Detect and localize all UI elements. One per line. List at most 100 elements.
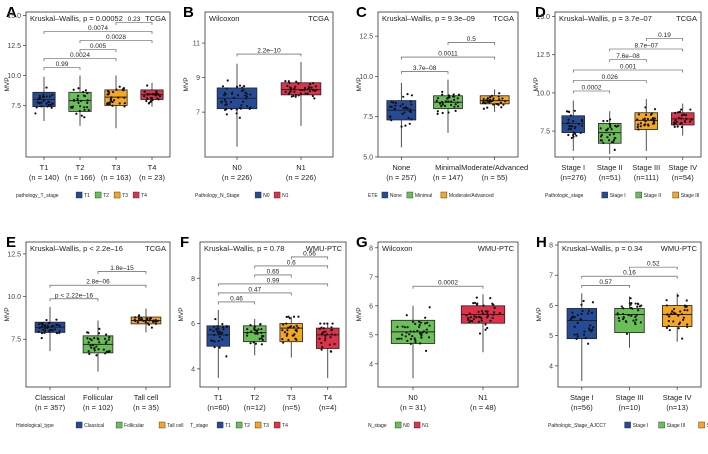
y-axis-title: MVP — [4, 307, 11, 321]
data-point — [297, 326, 300, 329]
data-point — [45, 95, 48, 98]
data-point — [636, 118, 639, 121]
data-point — [83, 108, 86, 111]
data-point — [148, 319, 151, 322]
data-point — [82, 90, 85, 94]
data-point — [419, 342, 422, 345]
data-point — [568, 110, 571, 114]
p-value-label: 8.7e–07 — [635, 43, 659, 50]
data-point — [320, 332, 324, 336]
data-point — [408, 333, 411, 336]
significance-bracket — [97, 271, 147, 275]
data-point — [283, 331, 286, 334]
data-point — [393, 107, 396, 111]
p-value-label: 0.57 — [599, 279, 612, 286]
data-point — [399, 104, 402, 108]
p-value-label: 0.001 — [620, 64, 637, 71]
significance-bracket — [629, 266, 678, 270]
dataset-label: TCGA — [493, 14, 514, 23]
legend-title: pathology_T_stage — [16, 193, 59, 199]
p-value-label: 2.8e–06 — [86, 279, 110, 286]
stat-test-label: Kruskal–Wallis, p < 2.2e–16 — [30, 244, 123, 253]
data-point — [444, 100, 448, 103]
data-point — [38, 326, 41, 330]
data-point — [248, 107, 251, 111]
data-point — [629, 306, 633, 310]
data-point — [245, 95, 249, 98]
significance-bracket — [581, 285, 630, 288]
data-point — [581, 309, 584, 313]
data-point — [637, 309, 640, 312]
data-point — [40, 336, 43, 340]
data-point — [223, 98, 227, 102]
data-point — [653, 117, 656, 120]
data-point — [97, 338, 100, 341]
data-point — [447, 94, 451, 97]
data-point — [225, 87, 228, 90]
legend-title: Pathologic_Stage_AJCC7 — [548, 423, 606, 429]
data-point — [328, 343, 331, 346]
data-point — [583, 330, 586, 333]
data-point — [224, 103, 227, 106]
significance-bracket — [572, 69, 684, 73]
data-point — [306, 92, 309, 95]
data-point — [150, 326, 153, 329]
data-point — [608, 118, 612, 121]
panel-letter: H — [536, 234, 547, 251]
data-point — [484, 323, 487, 326]
data-point — [400, 337, 403, 340]
legend-swatch — [406, 191, 414, 199]
data-point — [417, 320, 421, 323]
data-point — [318, 327, 321, 330]
data-point — [320, 326, 323, 329]
data-point — [35, 106, 38, 109]
y-tick-label: 7.5 — [11, 337, 21, 344]
p-value-label: 0.0011 — [438, 51, 458, 58]
data-point — [284, 80, 287, 83]
significance-bracket — [609, 48, 684, 52]
y-tick-label: 11 — [193, 41, 200, 48]
legend-swatch — [75, 191, 83, 199]
data-point — [108, 101, 111, 104]
data-point — [576, 313, 579, 317]
data-point — [285, 334, 288, 337]
data-point — [632, 319, 635, 322]
legend-label: T1 — [84, 193, 90, 199]
x-category-label: Stage I — [561, 163, 585, 172]
data-point — [308, 90, 311, 93]
legend-swatch — [254, 191, 262, 199]
p-value-label: 0.0028 — [106, 34, 126, 41]
x-category-label: N0 — [232, 163, 242, 172]
data-point — [109, 98, 113, 101]
data-point — [571, 311, 574, 314]
data-point — [93, 346, 96, 350]
data-point — [107, 338, 111, 341]
data-point — [37, 330, 40, 333]
significance-bracket — [401, 71, 449, 75]
data-point — [307, 85, 311, 88]
data-point — [476, 302, 479, 305]
data-point — [255, 330, 259, 333]
data-point — [424, 349, 428, 352]
data-point — [569, 125, 572, 128]
data-point — [426, 321, 429, 324]
box-iqr — [661, 305, 693, 327]
data-point — [482, 304, 485, 307]
data-point — [146, 92, 149, 95]
data-point — [677, 111, 680, 114]
y-axis-title: MVP — [356, 77, 363, 91]
data-point — [38, 97, 41, 100]
data-point — [602, 119, 605, 123]
data-point — [621, 318, 625, 321]
data-point — [58, 330, 61, 333]
x-count-label: (n = 102) — [83, 403, 114, 412]
data-point — [683, 119, 687, 123]
data-point — [235, 112, 238, 115]
data-point — [223, 94, 226, 97]
data-point — [498, 92, 501, 95]
data-point — [108, 102, 112, 106]
data-point — [643, 117, 647, 120]
data-point — [580, 118, 584, 122]
data-point — [644, 113, 648, 116]
x-category-label: N1 — [296, 163, 306, 172]
